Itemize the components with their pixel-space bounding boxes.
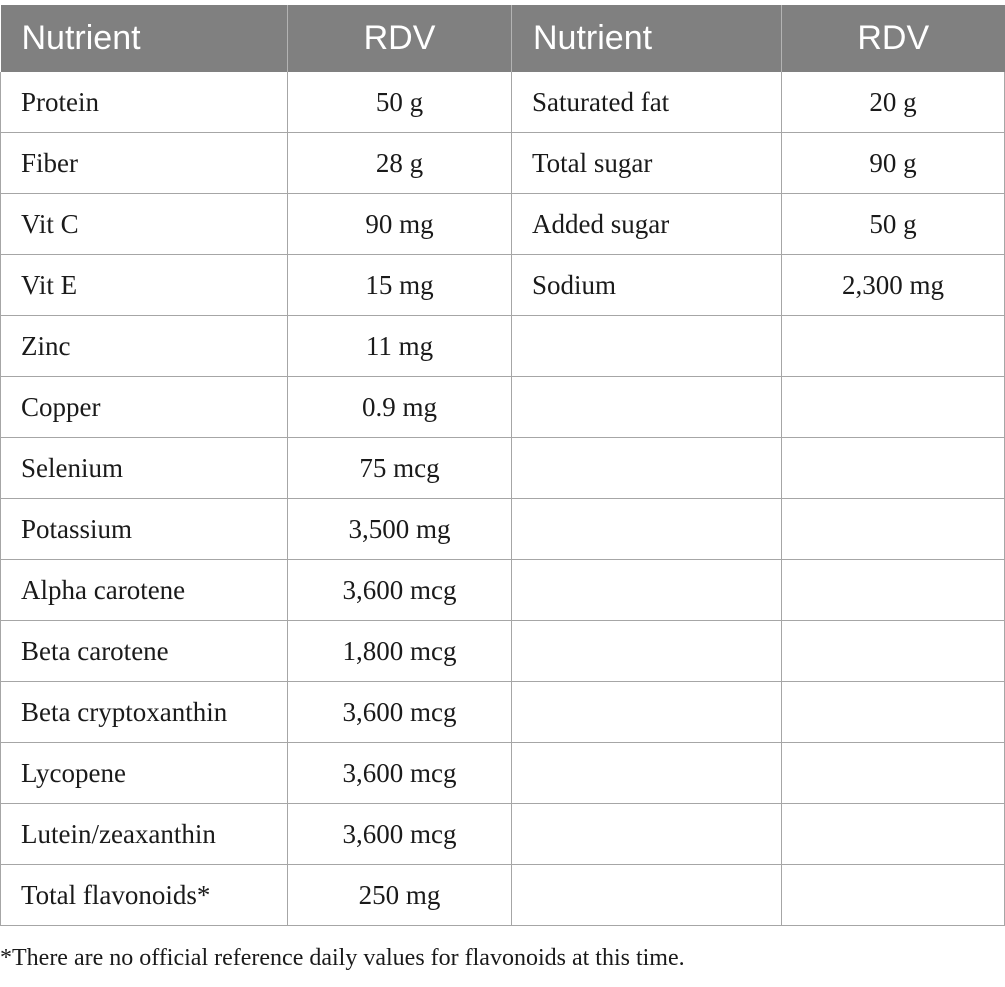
rdv-cell — [781, 803, 1005, 865]
rdv-cell — [781, 742, 1005, 804]
nutrient-cell: Beta carotene — [0, 620, 288, 682]
table-body: Protein 50 g Saturated fat 20 g Fiber 28 g Tot… — [0, 72, 1005, 926]
nutrient-cell — [511, 376, 782, 438]
header-row: Nutrient RDV Nutrient RDV — [0, 5, 1005, 72]
rdv-cell: 2,300 mg — [781, 254, 1005, 316]
table-row: Selenium 75 mcg — [0, 437, 1005, 499]
header-rdv-2: RDV — [781, 5, 1005, 72]
nutrient-cell: Fiber — [0, 132, 288, 194]
header-rdv-1: RDV — [287, 5, 512, 72]
nutrient-cell — [511, 315, 782, 377]
table-row: Vit E 15 mg Sodium 2,300 mg — [0, 254, 1005, 316]
nutrient-cell — [511, 559, 782, 621]
nutrient-cell: Beta cryptoxanthin — [0, 681, 288, 743]
rdv-cell — [781, 620, 1005, 682]
table-header: Nutrient RDV Nutrient RDV — [0, 5, 1005, 72]
rdv-cell: 3,600 mcg — [287, 681, 512, 743]
nutrient-cell: Protein — [0, 72, 288, 133]
table-row: Zinc 11 mg — [0, 315, 1005, 377]
table-row: Fiber 28 g Total sugar 90 g — [0, 132, 1005, 194]
nutrient-cell: Zinc — [0, 315, 288, 377]
rdv-cell: 1,800 mcg — [287, 620, 512, 682]
nutrient-cell: Copper — [0, 376, 288, 438]
rdv-cell: 90 g — [781, 132, 1005, 194]
table-row: Lycopene 3,600 mcg — [0, 742, 1005, 804]
header-nutrient-1: Nutrient — [0, 5, 288, 72]
nutrient-cell: Lutein/zeaxanthin — [0, 803, 288, 865]
table-row: Potassium 3,500 mg — [0, 498, 1005, 560]
table-row: Lutein/zeaxanthin 3,600 mcg — [0, 803, 1005, 865]
rdv-cell: 3,600 mcg — [287, 803, 512, 865]
header-nutrient-2: Nutrient — [511, 5, 782, 72]
table-row: Copper 0.9 mg — [0, 376, 1005, 438]
table-row: Protein 50 g Saturated fat 20 g — [0, 72, 1005, 133]
rdv-cell: 15 mg — [287, 254, 512, 316]
nutrient-cell: Total flavonoids* — [0, 864, 288, 926]
nutrient-cell: Vit E — [0, 254, 288, 316]
nutrient-cell: Alpha carotene — [0, 559, 288, 621]
rdv-cell — [781, 315, 1005, 377]
nutrient-cell: Saturated fat — [511, 72, 782, 133]
nutrient-cell — [511, 620, 782, 682]
rdv-cell — [781, 498, 1005, 560]
rdv-cell: 3,500 mg — [287, 498, 512, 560]
rdv-cell: 75 mcg — [287, 437, 512, 499]
nutrient-cell: Lycopene — [0, 742, 288, 804]
rdv-cell — [781, 681, 1005, 743]
rdv-cell: 250 mg — [287, 864, 512, 926]
table-row: Total flavonoids* 250 mg — [0, 864, 1005, 926]
rdv-cell: 11 mg — [287, 315, 512, 377]
nutrient-cell: Added sugar — [511, 193, 782, 255]
rdv-cell: 0.9 mg — [287, 376, 512, 438]
nutrient-cell: Total sugar — [511, 132, 782, 194]
rdv-table: Nutrient RDV Nutrient RDV Protein 50 g Sat… — [0, 5, 1005, 926]
nutrient-cell — [511, 742, 782, 804]
nutrient-cell — [511, 864, 782, 926]
rdv-cell: 28 g — [287, 132, 512, 194]
nutrient-cell: Selenium — [0, 437, 288, 499]
rdv-cell: 3,600 mcg — [287, 742, 512, 804]
footnote: *There are no official reference daily v… — [0, 945, 685, 971]
rdv-cell — [781, 864, 1005, 926]
rdv-cell: 3,600 mcg — [287, 559, 512, 621]
rdv-cell — [781, 559, 1005, 621]
table-row: Beta cryptoxanthin 3,600 mcg — [0, 681, 1005, 743]
rdv-cell — [781, 437, 1005, 499]
rdv-cell: 20 g — [781, 72, 1005, 133]
nutrient-cell — [511, 803, 782, 865]
rdv-cell: 50 g — [781, 193, 1005, 255]
nutrient-cell: Potassium — [0, 498, 288, 560]
nutrient-cell — [511, 437, 782, 499]
rdv-cell: 50 g — [287, 72, 512, 133]
table-row: Vit C 90 mg Added sugar 50 g — [0, 193, 1005, 255]
rdv-cell — [781, 376, 1005, 438]
nutrient-cell: Sodium — [511, 254, 782, 316]
nutrient-cell — [511, 681, 782, 743]
table-row: Alpha carotene 3,600 mcg — [0, 559, 1005, 621]
table-row: Beta carotene 1,800 mcg — [0, 620, 1005, 682]
nutrient-cell — [511, 498, 782, 560]
nutrient-cell: Vit C — [0, 193, 288, 255]
rdv-cell: 90 mg — [287, 193, 512, 255]
